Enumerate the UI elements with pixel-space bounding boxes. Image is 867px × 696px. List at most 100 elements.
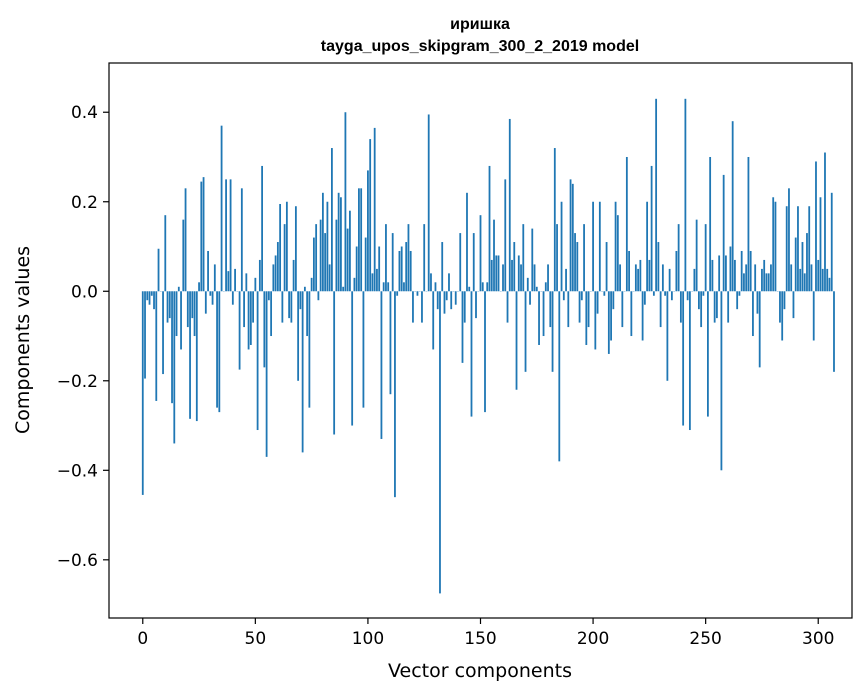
bar-276 bbox=[763, 259, 766, 292]
bar-306 bbox=[830, 192, 833, 292]
bar-47 bbox=[247, 291, 250, 350]
bar-27 bbox=[202, 177, 205, 292]
bar-80 bbox=[321, 192, 324, 292]
chart-title: иришка bbox=[450, 16, 510, 33]
bar-160 bbox=[502, 264, 504, 292]
bar-207 bbox=[607, 291, 610, 354]
bar-235 bbox=[670, 291, 673, 301]
bar-257 bbox=[720, 291, 723, 471]
bar-134 bbox=[443, 291, 446, 314]
bar-221 bbox=[639, 259, 642, 292]
bar-99 bbox=[364, 237, 367, 292]
bar-292 bbox=[799, 268, 802, 292]
bar-272 bbox=[754, 264, 757, 292]
bar-20 bbox=[186, 291, 189, 328]
bar-172 bbox=[529, 291, 531, 305]
bar-51 bbox=[256, 291, 259, 431]
bar-224 bbox=[646, 201, 649, 292]
bar-17 bbox=[180, 291, 182, 350]
bar-281 bbox=[774, 201, 777, 292]
bar-240 bbox=[682, 291, 685, 426]
bar-70 bbox=[299, 291, 302, 310]
bar-104 bbox=[376, 268, 378, 292]
bar-279 bbox=[770, 264, 772, 292]
bar-291 bbox=[797, 206, 799, 292]
bar-168 bbox=[520, 264, 522, 292]
bar-72 bbox=[303, 286, 306, 292]
bar-264 bbox=[736, 291, 739, 310]
x-tick-label-250: 250 bbox=[689, 629, 721, 649]
bar-251 bbox=[707, 291, 709, 417]
bar-211 bbox=[616, 215, 619, 292]
bar-94 bbox=[353, 277, 356, 292]
bar-243 bbox=[688, 291, 691, 431]
bar-213 bbox=[621, 291, 624, 328]
bar-46 bbox=[245, 273, 248, 292]
bar-150 bbox=[479, 215, 482, 292]
bar-11 bbox=[166, 291, 169, 323]
bar-90 bbox=[344, 112, 347, 292]
bar-249 bbox=[702, 291, 705, 296]
bar-255 bbox=[716, 291, 718, 319]
bar-78 bbox=[317, 291, 320, 301]
bar-111 bbox=[391, 233, 394, 292]
bar-180 bbox=[547, 264, 549, 292]
bar-182 bbox=[551, 291, 554, 372]
bar-95 bbox=[355, 246, 358, 292]
bar-190 bbox=[569, 179, 572, 292]
bar-197 bbox=[585, 291, 588, 345]
bar-50 bbox=[254, 277, 257, 292]
bar-100 bbox=[367, 170, 369, 292]
bar-61 bbox=[279, 203, 282, 292]
bar-233 bbox=[666, 291, 669, 381]
bar-296 bbox=[808, 206, 811, 292]
x-tick-label-0: 0 bbox=[137, 629, 148, 649]
bar-107 bbox=[382, 282, 385, 292]
bar-118 bbox=[407, 224, 410, 292]
bar-284 bbox=[781, 291, 784, 341]
bar-158 bbox=[497, 255, 500, 292]
x-axis-label: Vector components bbox=[388, 660, 572, 682]
bar-113 bbox=[396, 291, 399, 296]
bar-289 bbox=[792, 291, 795, 319]
bar-124 bbox=[421, 291, 423, 323]
bar-170 bbox=[524, 291, 527, 372]
bar-52 bbox=[258, 259, 261, 292]
x-axis: 0 50 100 150 200 250 300 bbox=[137, 618, 834, 649]
bar-0 bbox=[141, 291, 144, 495]
bar-274 bbox=[758, 291, 761, 368]
y-tick-label-0: −0.6 bbox=[57, 551, 98, 571]
bar-303 bbox=[824, 152, 826, 292]
y-axis: −0.6 −0.4 −0.2 0.0 0.2 0.4 bbox=[57, 103, 109, 571]
bar-131 bbox=[436, 291, 439, 310]
bar-208 bbox=[610, 291, 612, 341]
bar-82 bbox=[326, 201, 329, 292]
bar-186 bbox=[560, 201, 563, 292]
bar-106 bbox=[380, 291, 383, 439]
bar-198 bbox=[587, 291, 590, 328]
plot-frame bbox=[108, 62, 853, 619]
bar-39 bbox=[229, 179, 232, 292]
bar-250 bbox=[704, 224, 707, 292]
bar-229 bbox=[657, 242, 660, 292]
bar-137 bbox=[450, 291, 453, 310]
bar-205 bbox=[603, 291, 606, 296]
bar-81 bbox=[324, 233, 327, 292]
bar-290 bbox=[794, 237, 797, 292]
bar-285 bbox=[783, 291, 786, 310]
bar-157 bbox=[495, 255, 498, 292]
bar-222 bbox=[641, 291, 644, 341]
bar-132 bbox=[439, 291, 441, 594]
bar-101 bbox=[369, 139, 372, 292]
bar-258 bbox=[722, 174, 725, 292]
bar-161 bbox=[504, 179, 507, 292]
bar-301 bbox=[819, 197, 822, 292]
bar-241 bbox=[684, 98, 687, 292]
bar-63 bbox=[283, 224, 286, 292]
bar-128 bbox=[430, 273, 432, 292]
bar-302 bbox=[821, 268, 824, 292]
bar-200 bbox=[592, 201, 594, 292]
bar-242 bbox=[686, 291, 689, 301]
bar-209 bbox=[612, 291, 615, 310]
bar-83 bbox=[328, 264, 331, 292]
